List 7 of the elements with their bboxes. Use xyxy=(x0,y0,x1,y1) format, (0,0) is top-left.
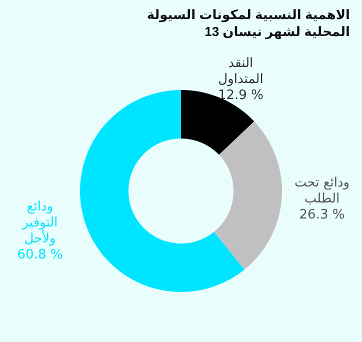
data-label: 26.3 % xyxy=(299,207,345,222)
slice-label: ودائع التوفير ولأجل xyxy=(21,200,58,247)
data-label: 60.8 % xyxy=(17,248,63,263)
slice-label: ودائع تحت الطلب xyxy=(294,175,350,206)
chart-title: الاهمية النسبية لمكونات السيولة المحلية لشهر نيسان 13 xyxy=(146,6,350,40)
slice-label: النقد المتداول xyxy=(218,56,264,87)
data-label: 12.9 % xyxy=(218,88,264,103)
